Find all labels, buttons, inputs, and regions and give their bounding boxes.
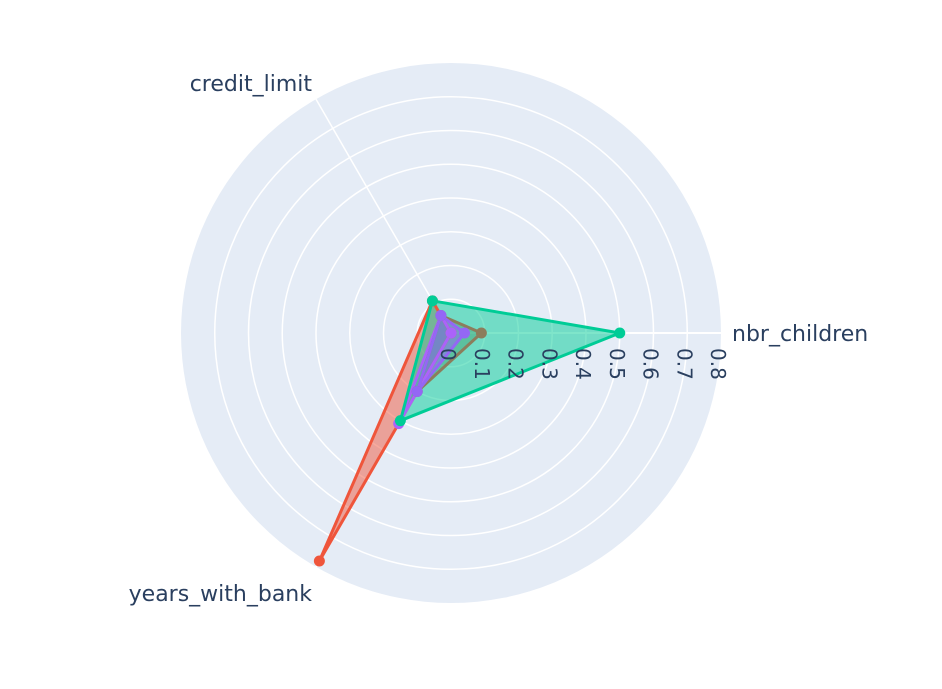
series-point-4-1	[435, 309, 447, 321]
series-points	[313, 295, 626, 567]
series-line-3	[398, 299, 622, 423]
axis-label-years-with-bank: years_with_bank	[129, 582, 313, 607]
radial-tick-label: 0.7	[672, 348, 696, 380]
series-point-2-0	[475, 327, 487, 339]
series-line-1	[397, 314, 453, 426]
radial-tick-label: 0.2	[504, 348, 528, 380]
radial-tick-label: 0.6	[639, 348, 663, 380]
radial-tick-label: 0.4	[571, 348, 595, 380]
series-point-0-2	[313, 555, 325, 567]
series-point-4-2	[411, 385, 423, 397]
radial-tick-labels: 0 0.1 0.2 0.3 0.4 0.5 0.6 0.7 0.8	[436, 348, 730, 380]
radial-tick-label: 0.1	[470, 348, 494, 380]
angular-spoke	[315, 98, 452, 334]
series-point-1-0	[445, 327, 457, 339]
series-point-3-1	[426, 295, 438, 307]
series-point-4-0	[459, 327, 470, 339]
axis-label-nbr-children: nbr_children	[732, 322, 868, 347]
radial-tick-label: 0.5	[605, 348, 629, 380]
series-point-3-0	[614, 327, 626, 339]
series-point-3-2	[394, 415, 406, 427]
radial-tick-label: 0.8	[706, 348, 730, 380]
series-line-4	[415, 314, 466, 393]
radial-tick-label: 0.3	[537, 348, 561, 380]
axis-label-credit-limit: credit_limit	[190, 72, 313, 97]
radial-tick-label: 0	[436, 348, 460, 361]
